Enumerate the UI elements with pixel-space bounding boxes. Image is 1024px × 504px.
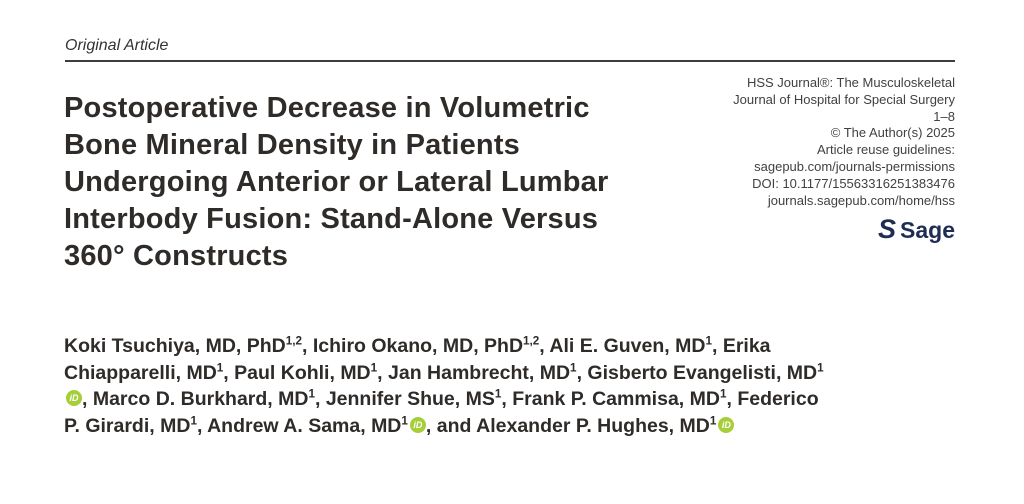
header-rule	[65, 60, 955, 62]
orcid-icon: iD	[66, 390, 82, 406]
author: Jan Hambrecht, MD1	[388, 361, 577, 384]
author: Ichiro Okano, MD, PhD1,2	[312, 334, 540, 357]
journal-name-line-2: Journal of Hospital for Special Surgery	[733, 91, 955, 107]
copyright-line: © The Author(s) 2025	[830, 125, 955, 141]
author: Federico P. Girardi, MD1	[64, 388, 819, 437]
reuse-guidelines-label: Article reuse guidelines:	[816, 142, 955, 158]
author: Marco D. Burkhard, MD1	[92, 387, 315, 410]
doi-line: DOI: 10.1177/15563316251383476	[752, 175, 955, 191]
page-title: Postoperative Decrease in Volumetric Bone…	[64, 92, 609, 272]
sage-logo-wordmark: Sage	[900, 217, 955, 244]
author: Alexander P. Hughes, MD1 iD	[476, 415, 735, 437]
journal-home-url: journals.sagepub.com/home/hss	[767, 192, 955, 208]
author: Koki Tsuchiya, MD, PhD1,2	[64, 334, 303, 357]
article-type-label: Original Article	[65, 37, 169, 54]
orcid-icon: iD	[718, 416, 735, 433]
author: Paul Kohli, MD1	[234, 361, 378, 384]
sage-logo-mark-icon: S	[878, 214, 896, 245]
author: Ali E. Guven, MD1	[549, 334, 712, 357]
journal-name-line-1: HSS Journal®: The Musculoskeletal	[746, 75, 955, 90]
author: Erika Chiapparelli, MD1	[64, 335, 771, 384]
author: Gisberto Evangelisti, MD1iD	[64, 362, 824, 411]
author: Frank P. Cammisa, MD1	[512, 387, 727, 410]
author-list: Koki Tsuchiya, MD, PhD1,2, Ichiro Okano,…	[64, 334, 824, 437]
author: Jennifer Shue, MS1	[325, 387, 502, 410]
author: Andrew A. Sama, MD1 iD	[207, 415, 426, 437]
journal-info-block: HSS Journal®: The Musculoskeletal Journa…	[645, 75, 955, 243]
page-range: 1–8	[933, 108, 955, 124]
orcid-icon: iD	[409, 416, 426, 433]
permissions-url: sagepub.com/journals-permissions	[754, 158, 955, 174]
sage-logo: S Sage	[645, 216, 955, 243]
